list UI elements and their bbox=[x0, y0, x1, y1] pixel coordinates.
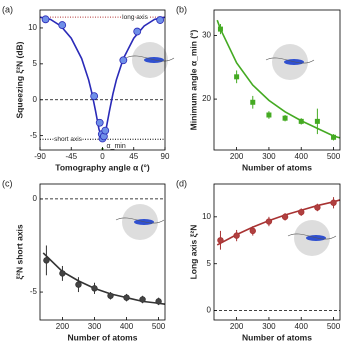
data-point bbox=[101, 126, 110, 135]
x-tick-label: -45 bbox=[65, 152, 77, 161]
data-point bbox=[90, 92, 99, 101]
panel-label: (c) bbox=[2, 178, 13, 188]
data-point bbox=[75, 281, 82, 288]
y-tick-label: -5 bbox=[30, 287, 38, 296]
data-point bbox=[249, 227, 256, 235]
data-point bbox=[298, 208, 305, 216]
x-tick-label: -90 bbox=[34, 152, 46, 161]
inset-curve bbox=[125, 55, 175, 62]
y-axis-label: Squeezing ξ²N (dB) bbox=[14, 41, 24, 118]
plot-frame bbox=[39, 183, 166, 321]
x-tick-label: 90 bbox=[161, 152, 170, 161]
x-tick-label: 200 bbox=[230, 322, 244, 331]
x-axis-label: Number of atoms bbox=[242, 332, 312, 342]
data-point bbox=[123, 294, 130, 301]
y-tick-label: 0 bbox=[207, 306, 212, 315]
plot-frame bbox=[213, 183, 341, 321]
data-point bbox=[119, 56, 128, 65]
y-tick-label: 10 bbox=[202, 212, 211, 221]
data-point bbox=[234, 74, 240, 80]
x-tick-label: 400 bbox=[295, 322, 309, 331]
y-axis-label: Long axis ξ²N bbox=[188, 225, 198, 280]
inset-curve bbox=[265, 57, 315, 64]
data-point bbox=[156, 16, 165, 24]
panel-label: (a) bbox=[2, 4, 13, 14]
fit-curve bbox=[42, 252, 166, 305]
x-tick-label: 200 bbox=[56, 322, 70, 331]
x-tick-label: 200 bbox=[230, 152, 244, 161]
x-tick-label: 400 bbox=[120, 322, 134, 331]
x-axis-label: Number of atoms bbox=[242, 162, 312, 172]
data-point bbox=[217, 26, 223, 32]
data-point bbox=[217, 237, 224, 244]
x-tick-label: 300 bbox=[262, 152, 276, 161]
data-point bbox=[233, 232, 240, 239]
y-tick-label: 10 bbox=[28, 23, 37, 32]
y-tick-label: -5 bbox=[30, 131, 38, 140]
y-axis-label: ξ²N short axis bbox=[14, 224, 24, 280]
inset-curve bbox=[115, 217, 165, 224]
data-point bbox=[43, 257, 50, 264]
panel-label: (b) bbox=[176, 4, 187, 14]
reference-label: short axis bbox=[54, 136, 83, 143]
data-point bbox=[314, 204, 321, 211]
data-point bbox=[250, 99, 256, 105]
data-point bbox=[58, 21, 67, 29]
x-axis-label: Tomography angle α (°) bbox=[55, 162, 150, 172]
data-point bbox=[133, 27, 142, 36]
data-point bbox=[298, 118, 304, 124]
data-point bbox=[282, 115, 288, 121]
y-tick-label: 5 bbox=[207, 259, 212, 268]
data-point bbox=[281, 213, 289, 221]
data-point bbox=[107, 292, 114, 299]
x-tick-label: 300 bbox=[88, 322, 102, 331]
data-point bbox=[331, 134, 337, 140]
data-point bbox=[265, 218, 273, 225]
alpha-min-label: α_min bbox=[107, 143, 126, 150]
panel-label: (d) bbox=[176, 178, 187, 188]
y-tick-label: 30 bbox=[202, 31, 211, 40]
reference-label: long axis bbox=[122, 14, 148, 21]
data-point bbox=[41, 15, 50, 24]
x-tick-label: 500 bbox=[327, 322, 341, 331]
y-tick-label: 5 bbox=[33, 59, 38, 68]
data-point bbox=[330, 199, 337, 206]
fit-curve bbox=[216, 19, 341, 139]
data-point bbox=[91, 285, 98, 292]
inset-curve bbox=[287, 233, 337, 240]
y-tick-label: 0 bbox=[33, 194, 38, 203]
x-tick-label: 500 bbox=[152, 322, 166, 331]
y-tick-label: 0 bbox=[33, 95, 38, 104]
data-point bbox=[314, 118, 320, 124]
plot-frame bbox=[213, 9, 341, 151]
data-point bbox=[59, 270, 66, 277]
data-point bbox=[139, 296, 146, 303]
x-axis-label: Number of atoms bbox=[68, 332, 138, 342]
data-point bbox=[155, 298, 162, 305]
x-tick-label: 400 bbox=[295, 152, 309, 161]
x-tick-label: 300 bbox=[262, 322, 276, 331]
y-tick-label: 20 bbox=[202, 94, 211, 103]
data-point bbox=[95, 118, 104, 127]
y-axis-label: Minimum angle α_min (°) bbox=[188, 29, 198, 130]
x-tick-label: 0 bbox=[100, 152, 105, 161]
x-tick-label: 45 bbox=[129, 152, 138, 161]
data-point bbox=[266, 112, 272, 118]
x-tick-label: 500 bbox=[327, 152, 341, 161]
